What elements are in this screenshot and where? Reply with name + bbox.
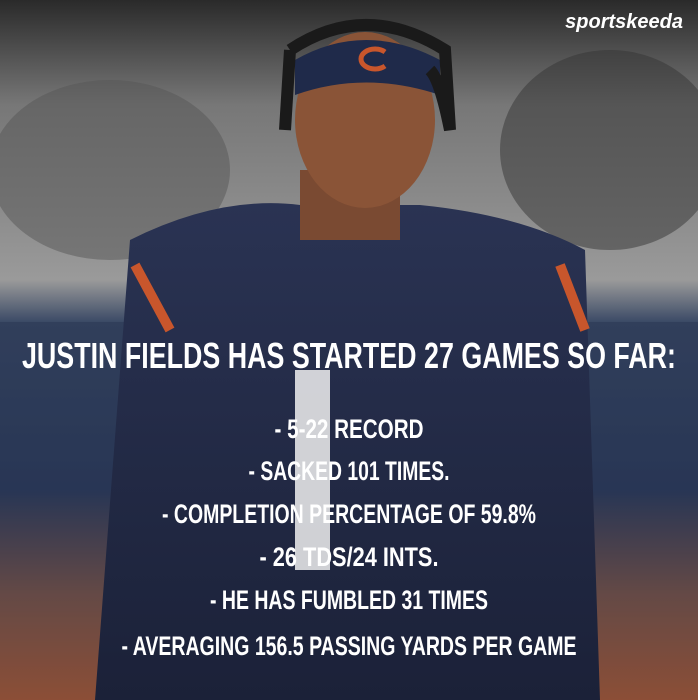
brand: sportskeeda — [565, 11, 683, 33]
stat-line: - HE HAS FUMBLED 31 TIMES — [210, 585, 488, 615]
jersey — [95, 203, 600, 700]
stat-list: - 5-22 RECORD - SACKED 101 TIMES. - COMPLE… — [122, 414, 577, 661]
sleeve-stripe — [130, 262, 590, 333]
stat-line: - 26 TDS/24 INTS. — [260, 542, 439, 572]
crowd-blur — [0, 80, 230, 260]
stat-line: - 5-22 RECORD — [275, 414, 424, 444]
player — [95, 19, 600, 700]
stat-line: - AVERAGING 156.5 PASSING YARDS PER GAME — [122, 631, 577, 661]
crowd-blur — [500, 50, 698, 250]
hair — [279, 19, 456, 132]
logo — [358, 46, 387, 72]
stat-line: - COMPLETION PERCENTAGE OF 59.8% — [162, 499, 536, 529]
headline: JUSTIN FIELDS HAS STARTED 27 GAMES SO FA… — [22, 335, 676, 376]
stat-line: - SACKED 101 TIMES. — [249, 456, 450, 486]
jersey-number — [295, 370, 330, 570]
